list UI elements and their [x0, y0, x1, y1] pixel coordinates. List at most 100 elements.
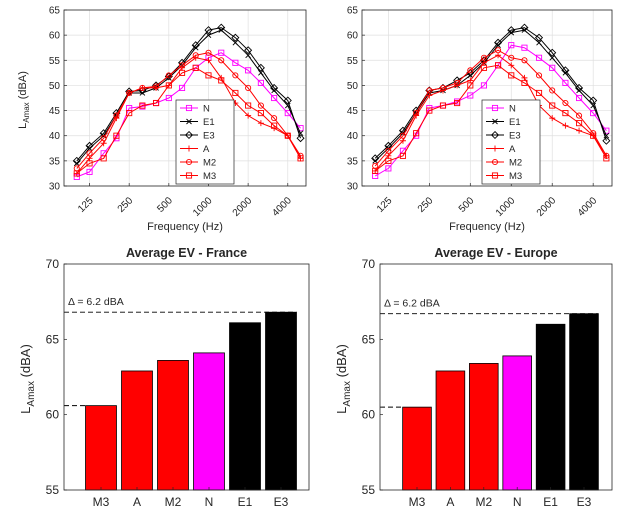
x-axis-label: Frequency (Hz)	[147, 221, 223, 233]
data-point	[398, 126, 407, 135]
data-point	[126, 89, 133, 97]
y-tick-label: 50	[347, 81, 359, 92]
data-point	[257, 110, 264, 117]
data-point	[467, 67, 474, 74]
x-tick-label: N	[205, 495, 214, 509]
x-tick-label: 125	[375, 195, 395, 215]
data-point	[126, 110, 133, 117]
data-point	[385, 165, 392, 172]
x-tick-label: 2000	[535, 195, 559, 219]
data-point	[562, 99, 569, 107]
bar-A	[435, 370, 466, 491]
data-point	[165, 82, 172, 89]
data-point	[507, 26, 516, 35]
legend-label: M2	[203, 158, 216, 169]
data-point	[231, 33, 240, 42]
data-point	[495, 47, 502, 54]
y-tick-label: 45	[49, 106, 61, 117]
data-point	[257, 79, 264, 86]
x-axis-label: Frequency (Hz)	[449, 221, 525, 233]
y-tick-label: 60	[347, 31, 359, 42]
x-tick-label: M2	[165, 495, 182, 509]
data-point	[153, 99, 160, 107]
legend-marker	[491, 172, 499, 179]
x-tick-label: M2	[475, 495, 492, 509]
data-point	[549, 64, 556, 71]
data-point	[385, 147, 392, 154]
legend-marker	[492, 118, 498, 125]
data-point	[508, 29, 515, 36]
data-point	[113, 112, 120, 119]
data-point	[549, 87, 556, 94]
legend-label: N	[509, 104, 516, 115]
data-point	[86, 160, 93, 167]
legend-label: M3	[509, 171, 522, 182]
data-point	[232, 89, 239, 97]
data-point	[521, 44, 528, 51]
data-point	[179, 62, 186, 69]
y-tick-label: 55	[46, 483, 60, 497]
data-point	[521, 57, 528, 64]
legend-box	[175, 99, 235, 185]
data-point	[73, 160, 80, 167]
legend-marker	[186, 145, 192, 152]
series-line	[374, 49, 607, 167]
data-point	[399, 132, 407, 139]
data-point	[575, 83, 584, 92]
data-point	[257, 120, 264, 127]
y-axis-label: LAmax (dBA)	[334, 344, 353, 414]
y-tick-label: 60	[49, 31, 61, 42]
x-tick-label: A	[446, 495, 454, 509]
axes-box	[379, 263, 613, 491]
y-tick-label: 65	[49, 6, 61, 17]
data-point	[283, 96, 292, 105]
y-label-unit: (dBA)	[334, 344, 349, 381]
data-point	[602, 136, 611, 145]
legend-marker	[186, 118, 192, 125]
x-tick-label: 2000	[231, 195, 255, 219]
legend-label: M2	[509, 158, 522, 169]
data-point	[296, 134, 305, 143]
y-tick-label: 55	[347, 56, 359, 67]
data-point	[549, 54, 556, 61]
x-tick-label: A	[133, 495, 141, 509]
delta-annotation: Δ = 6.2 dBA	[384, 298, 440, 310]
bar-chart-france: Δ = 6.2 dBA 55 60 65 70 M3 A M2 N E1 E3 Average EV …	[18, 246, 310, 509]
legend-label: A	[203, 144, 210, 155]
data-point	[139, 84, 146, 91]
x-tick-label: M3	[93, 495, 110, 509]
x-tick-label: 250	[416, 195, 436, 215]
data-point	[439, 84, 447, 91]
data-point	[536, 39, 542, 46]
bar-M3	[85, 405, 117, 491]
data-point	[495, 42, 501, 49]
bar-M3	[402, 406, 432, 491]
y-label-unit: (dBA)	[17, 71, 29, 102]
data-point	[521, 79, 528, 86]
legend-label: N	[203, 104, 210, 115]
data-point	[413, 110, 420, 117]
x-tick-label: N	[513, 495, 522, 509]
x-tick-label: E3	[274, 495, 289, 509]
y-tick-label: 40	[347, 131, 359, 142]
data-point	[245, 112, 252, 119]
bar-E1	[229, 322, 261, 491]
bar-A	[121, 370, 153, 491]
series-M3	[372, 62, 610, 174]
data-point	[590, 102, 596, 109]
data-point	[508, 72, 515, 79]
y-tick-label: 70	[46, 257, 60, 271]
data-point	[385, 157, 392, 164]
legend-label: E3	[203, 131, 215, 142]
legend-marker	[185, 158, 193, 166]
y-tick-label: 30	[49, 182, 61, 193]
data-point	[218, 77, 225, 84]
data-point	[495, 62, 502, 69]
data-point	[165, 94, 172, 102]
data-point	[217, 23, 226, 32]
series-line	[76, 57, 301, 174]
data-point	[520, 23, 529, 32]
x-tick-label: E3	[577, 495, 592, 509]
y-label-sub: Amax	[26, 381, 37, 407]
data-point	[165, 72, 172, 79]
